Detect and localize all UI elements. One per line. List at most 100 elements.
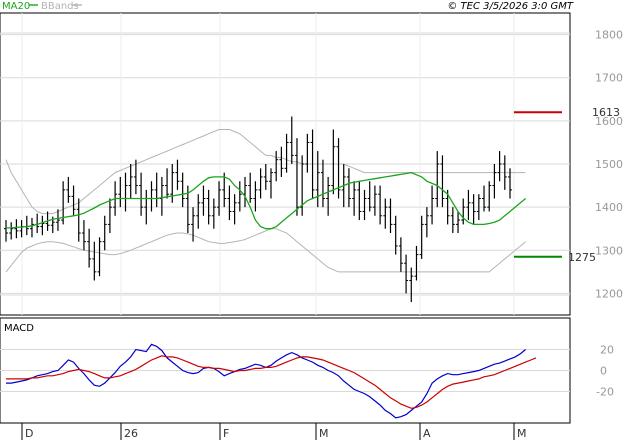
macd-y-tick-label: -20 <box>596 386 614 399</box>
macd-grid <box>0 349 570 392</box>
ohlc-bar <box>310 129 315 199</box>
ohlc-bar <box>263 164 268 190</box>
ohlc-bar <box>502 155 507 190</box>
ohlc-bar <box>388 198 393 234</box>
x-tick-label: D <box>25 427 33 440</box>
bbands-lower-line <box>5 228 526 273</box>
ohlc-bar <box>471 194 476 225</box>
ohlc-bar <box>378 185 383 225</box>
ohlc-bar <box>87 228 92 268</box>
macd-signal-line <box>6 355 537 409</box>
bollinger-bands <box>5 129 526 273</box>
ohlc-bar <box>237 181 242 212</box>
ohlc-bar <box>66 176 71 203</box>
ma20-line <box>6 171 527 230</box>
level-label: 1613 <box>592 106 620 119</box>
ohlc-bar <box>305 133 310 173</box>
price-y-tick-label: 1200 <box>595 287 623 300</box>
ohlc-bar <box>508 168 512 199</box>
ohlc-bar <box>268 168 273 199</box>
ohlc-bar <box>201 185 206 216</box>
price-y-tick-label: 1300 <box>595 244 623 257</box>
ohlc-bar <box>14 219 19 239</box>
ohlc-bar <box>320 159 325 208</box>
ohlc-bar <box>222 172 227 208</box>
ohlc-bar <box>398 237 403 272</box>
ohlc-bar <box>362 189 367 221</box>
ohlc-bar <box>133 159 138 195</box>
ohlc-bar <box>227 185 232 221</box>
level-label: 1275 <box>568 251 596 264</box>
ohlc-bar <box>404 254 409 294</box>
ohlc-bar <box>196 194 201 229</box>
ohlc-bar <box>336 138 341 199</box>
ohlc-bar <box>55 209 60 231</box>
ohlc-bar <box>279 146 284 177</box>
ohlc-bar <box>346 168 351 208</box>
ohlc-bar <box>180 172 185 208</box>
bbands-legend-label: BBands <box>41 1 79 12</box>
price-annotations: 1613 1275 <box>514 106 620 264</box>
ohlc-bar <box>97 237 102 277</box>
ohlc-bar <box>435 151 440 208</box>
macd-y-tick-label: 0 <box>600 365 607 378</box>
ohlc-bar <box>497 151 502 182</box>
macd-y-axis: 20 0 -20 <box>596 344 614 399</box>
ohlc-bar <box>71 185 76 216</box>
ohlc-bar <box>372 185 377 216</box>
ohlc-bar <box>248 172 253 203</box>
ohlc-bar <box>461 198 466 225</box>
x-tick-label: M <box>319 427 329 440</box>
ohlc-bar <box>482 185 487 212</box>
ohlc-bar <box>466 189 471 221</box>
ohlc-bar <box>29 217 34 238</box>
ohlc-bar <box>107 198 112 234</box>
x-tick-label: A <box>423 427 431 440</box>
ohlc-bar <box>487 181 492 212</box>
macd-lines <box>6 343 537 419</box>
ohlc-bar <box>409 267 414 303</box>
ohlc-bar <box>4 220 8 242</box>
ohlc-bar <box>492 164 497 199</box>
ohlc-bar <box>393 215 398 255</box>
price-panel: 1613 1275 1800 1700 1600 1500 1400 1300 1200 <box>0 12 623 316</box>
ohlc-bar <box>76 198 81 242</box>
ohlc-bar <box>175 159 180 190</box>
ohlc-bar <box>232 194 237 225</box>
price-bars <box>4 116 512 303</box>
ohlc-bar <box>9 222 14 240</box>
ohlc-bar <box>81 220 86 251</box>
ohlc-bar <box>450 207 455 234</box>
x-tick-label: F <box>223 427 229 440</box>
ohlc-bar <box>315 151 320 208</box>
ohlc-bar <box>206 189 211 225</box>
ohlc-bar <box>274 151 279 182</box>
ohlc-bar <box>424 207 429 238</box>
ohlc-bar <box>139 172 144 216</box>
ohlc-bar <box>165 168 170 199</box>
price-y-tick-label: 1600 <box>595 115 623 128</box>
x-tick-label: M <box>517 427 527 440</box>
ohlc-bar <box>430 185 435 225</box>
ohlc-bar <box>284 133 289 173</box>
macd-panel: MACD 20 0 -20 <box>0 317 614 424</box>
ohlc-bar <box>419 215 424 259</box>
ma20-legend-label: MA20 <box>2 1 30 12</box>
price-y-axis: 1800 1700 1600 1500 1400 1300 1200 <box>595 29 623 301</box>
macd-y-tick-label: 20 <box>600 344 614 357</box>
ohlc-bar <box>383 198 388 229</box>
ohlc-bar <box>357 181 362 221</box>
ma20-line-group <box>6 171 527 230</box>
ohlc-bar <box>102 215 107 251</box>
ohlc-bar <box>445 189 450 225</box>
chart-header: MA20 BBands © TEC 3/5/2026 3:0 GMT <box>2 1 574 12</box>
timestamp: © TEC 3/5/2026 3:0 GMT <box>447 1 574 12</box>
ohlc-bar <box>258 168 263 199</box>
ohlc-bar <box>40 215 45 236</box>
ohlc-bar <box>289 116 294 164</box>
ohlc-bar <box>326 176 331 216</box>
ohlc-bar <box>414 245 419 281</box>
price-y-tick-label: 1700 <box>595 72 623 85</box>
price-y-tick-label: 1500 <box>595 158 623 171</box>
